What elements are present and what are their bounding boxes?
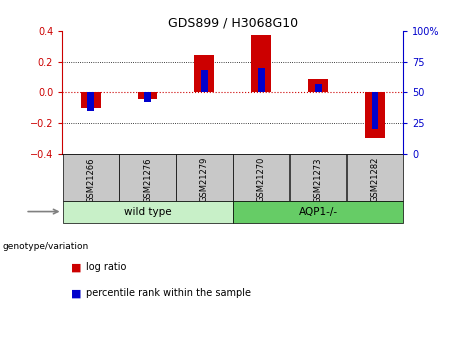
Text: ■: ■ xyxy=(71,263,82,272)
Bar xyxy=(347,154,403,200)
Text: percentile rank within the sample: percentile rank within the sample xyxy=(86,288,251,298)
Title: GDS899 / H3068G10: GDS899 / H3068G10 xyxy=(168,17,298,30)
Bar xyxy=(63,154,119,200)
Bar xyxy=(308,79,328,92)
Bar xyxy=(137,92,158,99)
Text: GSM21282: GSM21282 xyxy=(371,157,379,203)
Bar xyxy=(233,154,290,200)
Bar xyxy=(144,92,151,102)
Bar xyxy=(176,154,232,200)
Text: log ratio: log ratio xyxy=(86,263,127,272)
Bar xyxy=(87,92,94,111)
Text: GSM21276: GSM21276 xyxy=(143,157,152,203)
Text: genotype/variation: genotype/variation xyxy=(2,242,89,251)
Bar xyxy=(290,154,346,200)
Text: ■: ■ xyxy=(71,288,82,298)
Bar xyxy=(251,35,271,92)
Bar xyxy=(365,92,385,138)
Text: wild type: wild type xyxy=(124,207,171,217)
Bar xyxy=(119,154,176,200)
Bar xyxy=(63,200,232,223)
Text: GSM21266: GSM21266 xyxy=(86,157,95,203)
Bar xyxy=(315,84,321,92)
Text: GSM21270: GSM21270 xyxy=(257,157,266,203)
Bar xyxy=(372,92,378,129)
Text: AQP1-/-: AQP1-/- xyxy=(299,207,337,217)
Bar xyxy=(201,70,208,92)
Text: GSM21273: GSM21273 xyxy=(313,157,323,203)
Bar xyxy=(81,92,100,108)
Bar xyxy=(258,68,265,92)
Text: GSM21279: GSM21279 xyxy=(200,157,209,203)
Bar xyxy=(233,200,403,223)
Bar xyxy=(195,55,214,92)
